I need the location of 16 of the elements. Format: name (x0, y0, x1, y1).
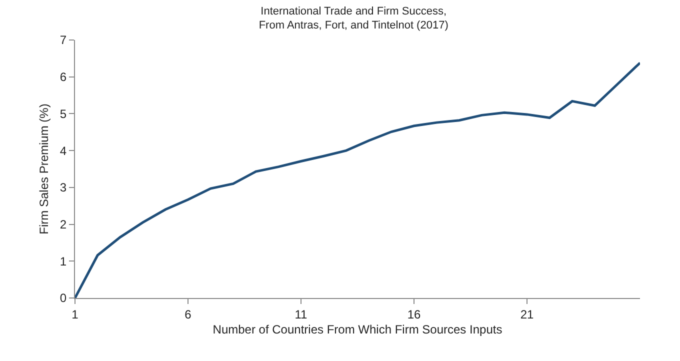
y-tick-label: 4 (60, 144, 67, 158)
x-axis-title: Number of Countries From Which Firm Sources Inputs (212, 322, 502, 336)
y-tick-label: 2 (60, 217, 67, 232)
x-tick-label: 21 (520, 307, 534, 322)
y-tick-label: 6 (60, 70, 67, 84)
y-tick-label: 3 (60, 180, 67, 195)
y-tick-label: 1 (60, 254, 67, 268)
y-tick-label: 0 (60, 291, 67, 306)
x-tick-label: 11 (294, 307, 308, 322)
y-axis-title: Firm Sales Premium (%) (37, 104, 52, 234)
x-tick-label: 1 (72, 307, 79, 322)
x-tick-label: 16 (407, 307, 421, 322)
y-tick-label: 5 (60, 106, 67, 121)
x-tick-label: 6 (184, 307, 192, 322)
y-tick-label: 7 (60, 33, 67, 48)
chart-title: International Trade and Firm Success, From Antras, Fort, and Tintelnot (2017) (258, 5, 448, 32)
